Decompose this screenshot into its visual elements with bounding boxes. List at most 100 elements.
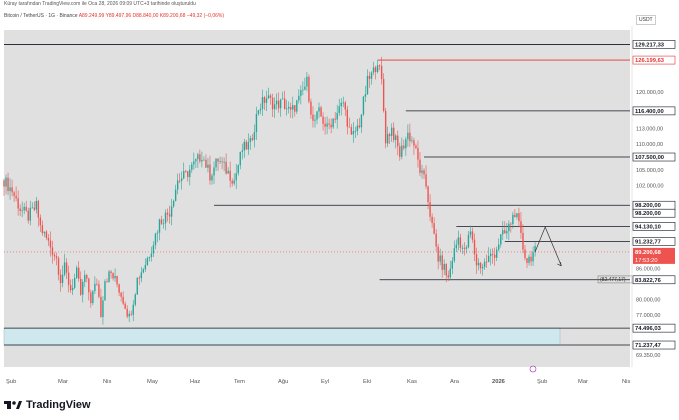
- y-tick-label: 69.350,00: [636, 353, 660, 359]
- candle: [43, 231, 46, 238]
- clock-icon[interactable]: [529, 365, 537, 373]
- candle: [324, 117, 326, 135]
- candle: [463, 242, 466, 256]
- level-price-label: 91.232,77: [632, 237, 676, 246]
- candle: [195, 158, 197, 168]
- candle: [358, 117, 361, 129]
- current-price-label: 89.200,68 17:53:20: [633, 247, 675, 264]
- candle: [219, 156, 221, 165]
- symbol-line: Bitcoin / TetherUS · 1G · Binance A89.24…: [4, 13, 224, 19]
- svg-text:98.200,00: 98.200,00: [635, 203, 661, 209]
- svg-text:91.232,77: 91.232,77: [635, 239, 661, 245]
- candle: [174, 184, 177, 202]
- candle: [104, 279, 106, 301]
- y-tick-label: 77.000,00: [636, 313, 660, 319]
- candle: [23, 202, 25, 215]
- candle: [471, 227, 474, 243]
- candle: [241, 143, 243, 160]
- candle: [227, 167, 229, 174]
- candle: [288, 101, 290, 114]
- candle: [15, 186, 17, 202]
- candle: [502, 220, 504, 241]
- candle: [271, 93, 274, 118]
- candle: [370, 71, 373, 85]
- candle: [5, 174, 7, 195]
- candle: [176, 173, 179, 195]
- candle: [67, 265, 70, 293]
- level-price-label: 129.217,33: [632, 40, 676, 49]
- candle: [166, 208, 169, 222]
- candle: [203, 156, 205, 161]
- svg-text:17:53:20: 17:53:20: [635, 258, 658, 264]
- candle: [449, 260, 451, 281]
- candle: [487, 247, 490, 263]
- candle: [128, 310, 130, 323]
- svg-text:83.822,76: 83.822,76: [635, 278, 662, 284]
- candle: [53, 252, 56, 261]
- candle: [110, 269, 112, 279]
- candle: [201, 151, 203, 168]
- candle: [183, 162, 185, 180]
- arrow-head-icon: [557, 261, 562, 267]
- candle: [376, 60, 379, 74]
- svg-text:107.500,00: 107.500,00: [635, 155, 664, 161]
- candle: [318, 102, 320, 118]
- forecast-arrow[interactable]: [534, 226, 562, 267]
- x-tick-label: Nis: [622, 379, 630, 385]
- candle: [322, 112, 324, 131]
- candle: [55, 252, 58, 266]
- candle: [435, 229, 437, 252]
- candle: [140, 266, 143, 283]
- candle: [443, 259, 445, 276]
- candle: [479, 261, 482, 274]
- candle: [211, 173, 213, 185]
- candle: [170, 198, 173, 226]
- candle: [350, 123, 353, 136]
- candle: [57, 256, 60, 281]
- candle: [259, 103, 262, 115]
- candle: [130, 310, 132, 317]
- candle: [500, 233, 502, 248]
- candle: [90, 289, 92, 308]
- candle: [126, 305, 128, 319]
- candle: [247, 133, 250, 155]
- candle: [423, 168, 425, 180]
- candle: [69, 279, 72, 293]
- candle: [483, 258, 486, 271]
- x-tick-label: Ara: [450, 379, 460, 385]
- candle: [82, 279, 84, 303]
- candle: [356, 119, 359, 136]
- candle: [9, 178, 11, 200]
- candle: [86, 273, 88, 283]
- candle: [27, 207, 29, 224]
- candle: [80, 271, 82, 296]
- candle: [421, 164, 423, 179]
- candle: [191, 161, 193, 173]
- level-price-label: 116.400,00: [632, 106, 676, 116]
- candle: [3, 178, 5, 196]
- candle: [251, 134, 254, 142]
- support-zone[interactable]: [3, 327, 561, 346]
- candle: [354, 126, 357, 138]
- footer: TradingView: [4, 399, 91, 411]
- candle: [144, 258, 147, 272]
- candle: [388, 132, 391, 145]
- candle: [286, 99, 288, 116]
- candle: [308, 74, 310, 104]
- candle: [245, 139, 248, 150]
- candle: [164, 209, 167, 231]
- candle: [162, 218, 165, 229]
- currency-selector[interactable]: USDT: [636, 15, 656, 25]
- candle: [526, 257, 528, 268]
- ohlc-values: A89.249,99 Y89.497,96 D88.840,00 K89.200…: [78, 13, 224, 19]
- candle: [427, 185, 429, 210]
- candle: [181, 171, 183, 190]
- candle: [437, 243, 439, 270]
- candle: [425, 165, 427, 190]
- candle: [516, 212, 518, 220]
- candle: [310, 98, 312, 119]
- candle: [136, 277, 138, 295]
- candle: [530, 250, 532, 267]
